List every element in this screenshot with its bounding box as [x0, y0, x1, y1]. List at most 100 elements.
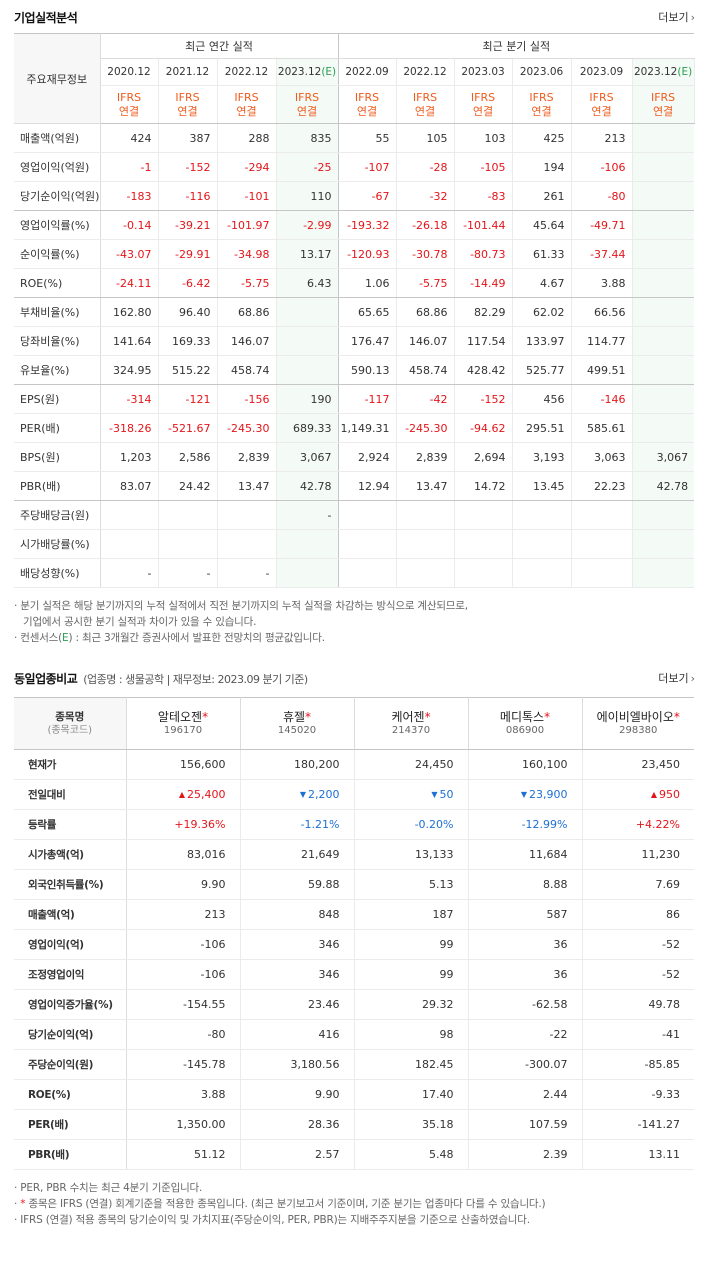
company-name[interactable]: 휴젤*: [241, 709, 354, 724]
company-name-text[interactable]: 에이비엘바이오: [596, 709, 674, 724]
company-header[interactable]: 케어젠* 214370: [354, 697, 469, 750]
table-row: EPS(원) -314 -121 -156 190 -117 -42 -152 456 -146: [14, 384, 695, 414]
table-cell: 99: [354, 959, 469, 990]
table-cell: 2,839: [217, 442, 277, 472]
table-row: 외국인취득률(%) 9.90 59.88 5.13 8.88 7.69: [14, 869, 694, 900]
table-cell: 3,067: [276, 442, 339, 472]
row-label: ROE(%): [14, 1079, 127, 1110]
table-cell: 3,193: [512, 442, 572, 472]
table-cell: -101: [217, 181, 277, 211]
table-cell: -101.97: [217, 210, 277, 240]
table-cell: 162.80: [100, 297, 159, 327]
table-cell: -521.67: [158, 413, 218, 443]
table-cell: 458.74: [217, 355, 277, 385]
table-cell: 98: [354, 1019, 469, 1050]
table-row: 등락률 +19.36% -1.21% -0.20% -12.99% +4.22%: [14, 809, 694, 840]
row-label: ROE(%): [14, 268, 101, 298]
table-cell: [632, 239, 695, 269]
table-cell: -30.78: [396, 239, 455, 269]
table-cell: -141.27: [582, 1109, 694, 1140]
company-header[interactable]: 메디톡스* 086900: [468, 697, 583, 750]
table-cell: 190: [276, 384, 339, 414]
table-cell: 9.90: [240, 1079, 355, 1110]
section1-more-link[interactable]: 더보기 ›: [658, 9, 695, 25]
table-cell: 3,063: [571, 442, 633, 472]
basis-consolidated: 연결: [472, 104, 494, 118]
table-row: 영업이익(억원) -1 -152 -294 -25 -107 -28 -105 194 -106: [14, 152, 695, 182]
table-row: 부채비율(%) 162.80 96.40 68.86 65.65 68.86 82.29 62…: [14, 297, 695, 327]
table-cell: 213: [126, 899, 241, 930]
company-name-text[interactable]: 휴젤: [282, 709, 306, 724]
corner-sub: (종목코드): [47, 724, 93, 736]
section2-notes: · PER, PBR 수치는 최근 4분기 기준입니다. · * 종목은 IFR…: [14, 1180, 546, 1228]
table-cell: 9.90: [126, 869, 241, 900]
company-name-text[interactable]: 알테오젠: [157, 709, 203, 724]
period-header: 2020.12: [100, 58, 159, 86]
period-label: 2023.09: [579, 66, 624, 78]
table-cell: 22.23: [571, 471, 633, 501]
table-cell: -101.44: [454, 210, 513, 240]
table-cell: 2.57: [240, 1139, 355, 1170]
estimate-marker: (E): [677, 66, 693, 78]
table-cell: -245.30: [396, 413, 455, 443]
table-cell: -25: [276, 152, 339, 182]
chevron-right-icon: ›: [690, 11, 695, 24]
company-name[interactable]: 메디톡스*: [469, 709, 582, 724]
table-row: PER(배) 1,350.00 28.36 35.18 107.59 -141.27: [14, 1109, 694, 1140]
table-cell: 36: [468, 959, 583, 990]
table-corner: 종목명 (종목코드): [14, 697, 127, 750]
table-cell: -106: [126, 929, 241, 960]
company-header[interactable]: 알테오젠* 196170: [126, 697, 241, 750]
table-cell: -156: [217, 384, 277, 414]
company-name-text[interactable]: 메디톡스: [499, 709, 545, 724]
company-header[interactable]: 에이비엘바이오* 298380: [582, 697, 695, 750]
table-cell: -28: [396, 152, 455, 182]
table-row: 배당성향(%) - - -: [14, 558, 695, 588]
table-cell: 86: [582, 899, 694, 930]
section2-title: 동일업종비교 (업종명 : 생물공학 | 재무정보: 2023.09 분기 기준): [14, 670, 308, 687]
note-ifrs-basis: · IFRS (연결) 적용 종목의 당기순이익 및 가치지표(주당순이익, P…: [14, 1214, 530, 1226]
table-row: BPS(원) 1,203 2,586 2,839 3,067 2,924 2,839 2,69…: [14, 442, 695, 472]
company-name-text[interactable]: 케어젠: [391, 709, 425, 724]
table-cell: -154.55: [126, 989, 241, 1020]
table-row: PBR(배) 51.12 2.57 5.48 2.39 13.11: [14, 1139, 694, 1170]
company-name[interactable]: 알테오젠*: [127, 709, 240, 724]
basis-header: IFRS 연결: [100, 85, 159, 124]
section2-more-link[interactable]: 더보기 ›: [658, 670, 695, 686]
table-cell: 99: [354, 929, 469, 960]
table-cell: [632, 413, 695, 443]
table-cell: -83: [454, 181, 513, 211]
table-cell: 346: [240, 929, 355, 960]
basis-ifrs: IFRS: [294, 90, 320, 104]
basis-ifrs: IFRS: [529, 90, 554, 104]
table-cell: -117: [338, 384, 397, 414]
table-cell: 213: [571, 123, 633, 153]
more-label: 더보기: [658, 672, 689, 685]
table-cell: 180,200: [240, 749, 355, 780]
basis-consolidated: 연결: [118, 104, 140, 118]
table-cell: -6.42: [158, 268, 218, 298]
table-cell: 12.94: [338, 471, 397, 501]
company-name[interactable]: 케어젠*: [355, 709, 468, 724]
table-cell: 295.51: [512, 413, 572, 443]
row-label: 현재가: [14, 749, 127, 780]
note-text: 분기 실적은 해당 분기까지의 누적 실적에서 직전 분기까지의 누적 실적을 …: [20, 600, 468, 612]
table-cell: -41: [582, 1019, 694, 1050]
company-header[interactable]: 휴젤* 145020: [240, 697, 355, 750]
table-cell: 103: [454, 123, 513, 153]
table-row: 주당순이익(원) -145.78 3,180.56 182.45 -300.07 -85.…: [14, 1049, 694, 1080]
note-ifrs-star: · * 종목은 IFRS (연결) 회계기준을 적용한 종목입니다. (최근 분…: [14, 1198, 546, 1210]
table-cell: -193.32: [338, 210, 397, 240]
company-code: 086900: [505, 724, 545, 736]
table-cell: [454, 529, 513, 559]
table-cell: 13.11: [582, 1139, 694, 1170]
note-text: IFRS (연결) 적용 종목의 당기순이익 및 가치지표(주당순이익, PER…: [20, 1214, 530, 1226]
table-cell: -245.30: [217, 413, 277, 443]
company-name[interactable]: 에이비엘바이오*: [583, 709, 695, 724]
table-cell: -80.73: [454, 239, 513, 269]
period-header: 2022.12: [217, 58, 277, 86]
table-cell: -62.58: [468, 989, 583, 1020]
basis-header: IFRS 연결: [632, 85, 695, 124]
section1-header: 기업실적분석 더보기 ›: [14, 9, 695, 27]
period-label: 2022.09: [345, 66, 389, 78]
